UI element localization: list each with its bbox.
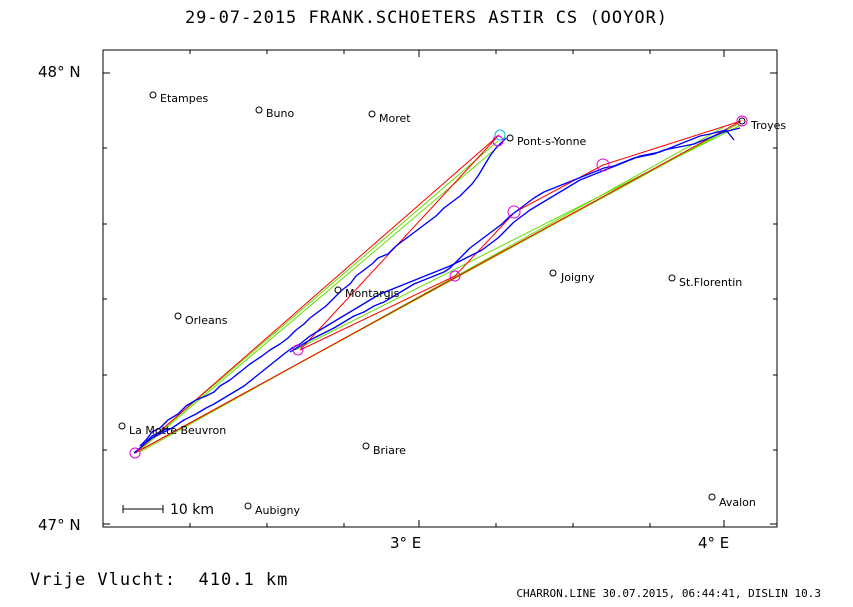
task-legs-red — [134, 120, 742, 454]
scale-bar — [122, 505, 164, 513]
place-markers — [118, 91, 746, 510]
flight-distance: Vrije Vlucht: 410.1 km — [30, 570, 289, 590]
scale-bar-label: 10 km — [170, 502, 214, 518]
place-label-buno: Buno — [266, 107, 294, 120]
place-label-avalon: Avalon — [719, 496, 756, 509]
axis-ticks — [103, 50, 777, 527]
start-circle — [494, 129, 506, 141]
place-label-briare: Briare — [373, 444, 406, 457]
place-label-etampes: Etampes — [160, 92, 208, 105]
lon-label-3: 3° E — [390, 534, 421, 552]
place-label-montargis: Montargis — [345, 287, 400, 300]
turnpoints — [129, 115, 748, 459]
footer-credits: CHARRON.LINE 30.07.2015, 06:44:41, DISLI… — [516, 587, 821, 600]
lon-label-4: 4° E — [698, 534, 729, 552]
place-label-moret: Moret — [379, 112, 411, 125]
place-label-troyes: Troyes — [750, 119, 786, 132]
page-title: 29-07-2015 FRANK.SCHOETERS ASTIR CS (OOY… — [184, 8, 669, 28]
task-legs-green — [134, 123, 742, 454]
place-label-la-motte-beuvron: La Motte Beuvron — [129, 424, 226, 437]
place-label-st-florentin: St.Florentin — [679, 276, 742, 289]
place-label-aubigny: Aubigny — [255, 504, 300, 517]
lat-label-48: 48° N — [38, 63, 81, 81]
place-label-joigny: Joigny — [560, 271, 595, 284]
map-frame — [102, 49, 778, 528]
place-label-orleans: Orleans — [185, 314, 228, 327]
place-label-pont-s-yonne: Pont-s-Yonne — [517, 135, 587, 148]
lat-label-47: 47° N — [38, 516, 81, 534]
